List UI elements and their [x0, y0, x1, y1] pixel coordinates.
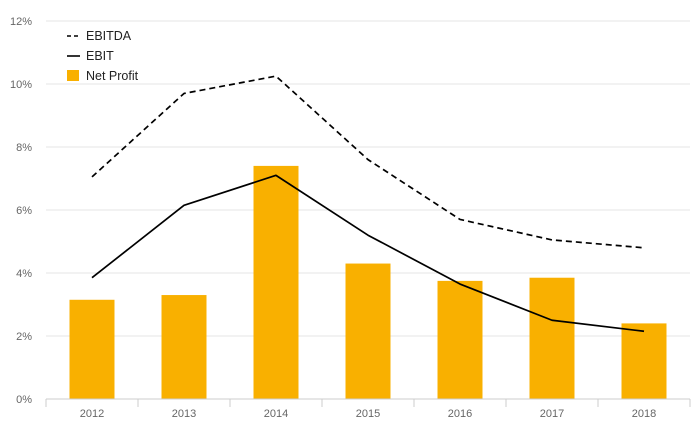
net-profit-bars [69, 165, 667, 399]
x-axis: 2012 2013 2014 2015 2016 2017 2018 [45, 398, 691, 420]
net-profit-bar[interactable] [621, 323, 667, 399]
y-tick-label: 8% [16, 142, 32, 154]
y-tick-label: 2% [16, 331, 32, 343]
x-tick-label: 2014 [264, 408, 288, 420]
y-tick-label: 6% [16, 205, 32, 217]
legend: EBITDA EBIT Net Profit [67, 29, 139, 83]
net-profit-bar[interactable] [253, 165, 299, 399]
y-tick-label: 0% [16, 394, 32, 406]
y-tick-label: 10% [10, 79, 32, 91]
net-profit-bar[interactable] [437, 280, 483, 399]
legend-item-ebit[interactable]: EBIT [67, 49, 114, 63]
x-tick-label: 2012 [80, 408, 104, 420]
line-series [91, 75, 645, 333]
gridlines [46, 20, 690, 337]
net-profit-bar[interactable] [345, 263, 391, 399]
legend-label-net-profit: Net Profit [86, 69, 139, 83]
x-tick-label: 2018 [632, 408, 656, 420]
x-tick-label: 2013 [172, 408, 196, 420]
ebitda-line[interactable] [91, 75, 645, 249]
legend-label-ebit: EBIT [86, 49, 114, 63]
legend-swatch-net-profit [67, 70, 79, 81]
legend-item-ebitda[interactable]: EBITDA [67, 29, 132, 43]
x-tick-label: 2015 [356, 408, 380, 420]
x-tick-label: 2017 [540, 408, 564, 420]
net-profit-bar[interactable] [161, 295, 207, 399]
net-profit-bar[interactable] [529, 277, 575, 399]
y-tick-label: 4% [16, 268, 32, 280]
y-tick-label: 12% [10, 16, 32, 28]
y-axis-ticks: 0% 2% 4% 6% 8% 10% 12% [10, 16, 32, 406]
ebit-line[interactable] [91, 174, 645, 333]
legend-label-ebitda: EBITDA [86, 29, 132, 43]
legend-item-net-profit[interactable]: Net Profit [67, 69, 139, 83]
net-profit-bar[interactable] [69, 299, 115, 399]
x-tick-label: 2016 [448, 408, 472, 420]
